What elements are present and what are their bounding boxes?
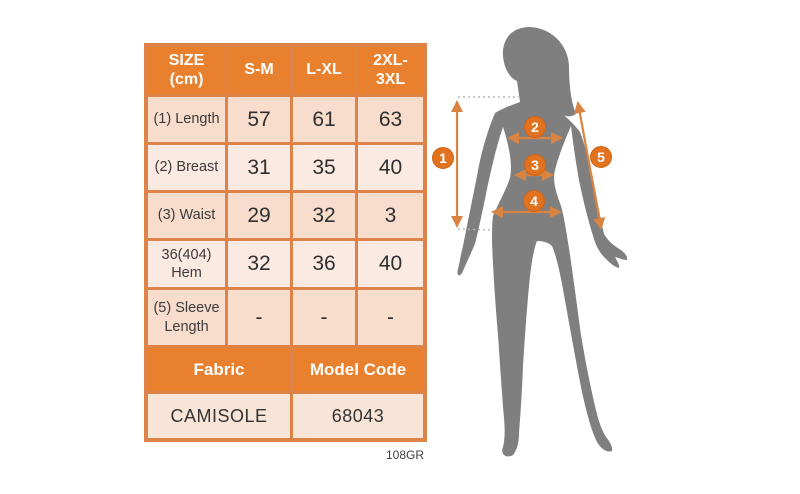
waist-2xl3xl-value: 3: [358, 193, 423, 238]
breast-lxl-value: 35: [293, 145, 355, 190]
sleeve-sm-value: -: [228, 290, 290, 345]
sleeve-arrow-icon: [573, 101, 606, 230]
row-label-length: (1) Length: [148, 97, 225, 142]
marker-4-number: 4: [530, 193, 538, 209]
marker-4-badge: 4: [523, 190, 545, 212]
fabric-header: Fabric: [148, 348, 290, 391]
female-silhouette: [457, 27, 628, 457]
marker-5-badge: 5: [590, 146, 612, 168]
measurement-figure: 1 2 3 4 5: [430, 20, 690, 480]
hem-reference-dotted-line: [457, 228, 491, 231]
length-2xl3xl-value: 63: [358, 97, 423, 142]
marker-1-number: 1: [439, 150, 447, 166]
size-unit-header: SIZE (cm): [148, 47, 225, 94]
weight-note: 108GR: [385, 448, 424, 462]
hem-2xl3xl-value: 40: [358, 241, 423, 287]
model-code-value: 68043: [293, 394, 423, 438]
size-chart-table: SIZE (cm) S-M L-XL 2XL-3XL (1) Length 57…: [144, 43, 427, 442]
fabric-value: CAMISOLE: [148, 394, 290, 438]
sleeve-lxl-value: -: [293, 290, 355, 345]
marker-3-number: 3: [531, 157, 539, 173]
column-header-sm: S-M: [228, 47, 290, 94]
marker-1-badge: 1: [432, 147, 454, 169]
length-lxl-value: 61: [293, 97, 355, 142]
row-label-waist: (3) Waist: [148, 193, 225, 238]
length-sm-value: 57: [228, 97, 290, 142]
row-label-hem: 36(404) Hem: [148, 241, 225, 287]
marker-3-badge: 3: [524, 154, 546, 176]
column-header-lxl: L-XL: [293, 47, 355, 94]
body-silhouette-diagram: 1 2 3 4 5: [432, 27, 628, 457]
waist-lxl-value: 32: [293, 193, 355, 238]
marker-2-badge: 2: [524, 116, 546, 138]
marker-5-number: 5: [597, 149, 605, 165]
hem-lxl-value: 36: [293, 241, 355, 287]
column-header-2xl3xl: 2XL-3XL: [358, 47, 423, 94]
sleeve-2xl3xl-value: -: [358, 290, 423, 345]
row-label-sleeve-length: (5) Sleeve Length: [148, 290, 225, 345]
waist-sm-value: 29: [228, 193, 290, 238]
breast-sm-value: 31: [228, 145, 290, 190]
marker-2-number: 2: [531, 119, 539, 135]
model-code-header: Model Code: [293, 348, 423, 391]
breast-2xl3xl-value: 40: [358, 145, 423, 190]
row-label-breast: (2) Breast: [148, 145, 225, 190]
hem-sm-value: 32: [228, 241, 290, 287]
